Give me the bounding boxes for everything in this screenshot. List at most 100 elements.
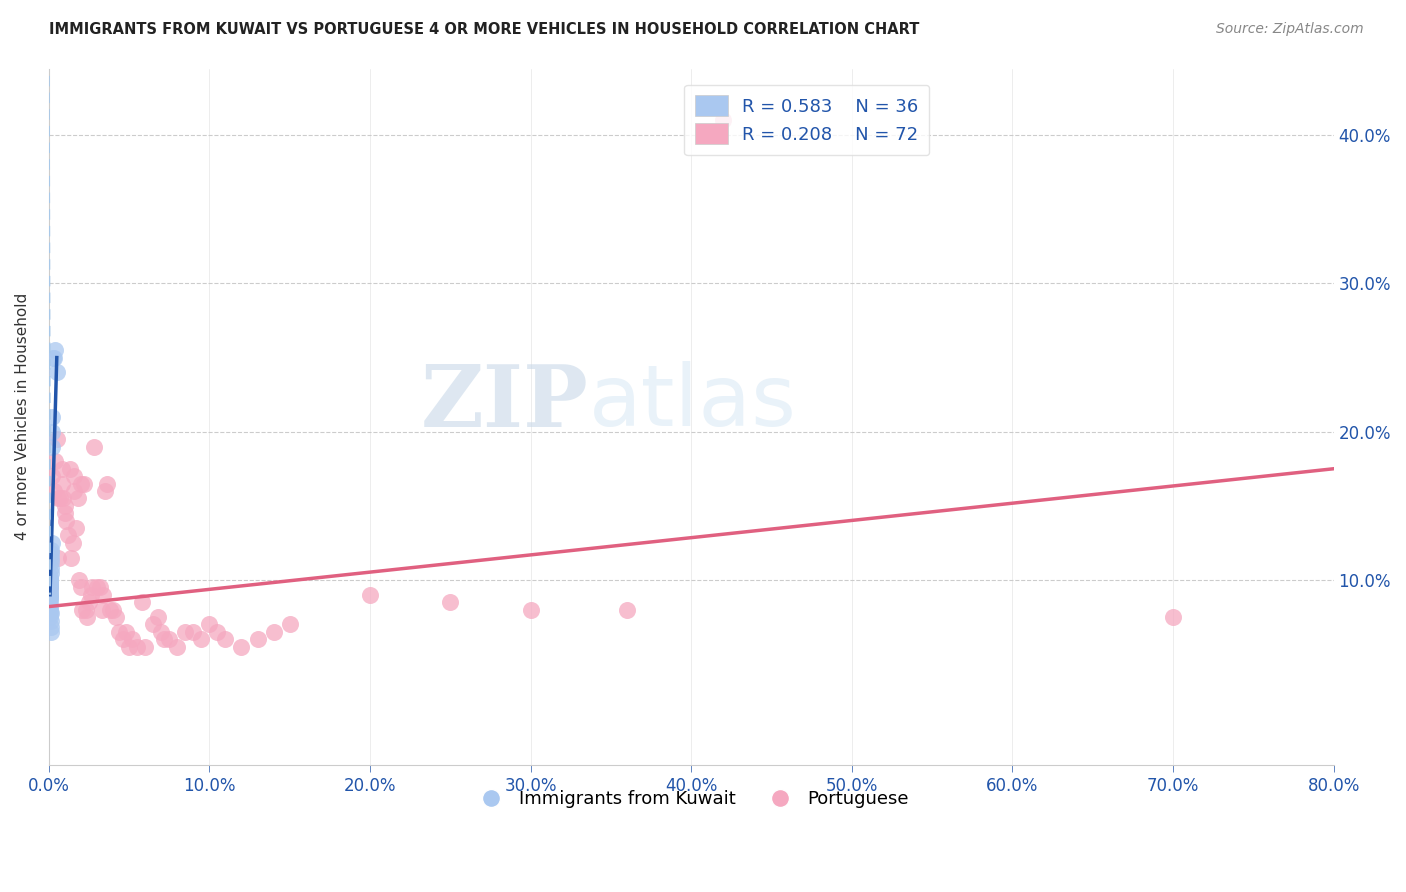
Point bbox=[42, 351, 65, 365]
Point bbox=[70, 580, 93, 594]
Point bbox=[45, 365, 67, 379]
Point bbox=[38, 591, 60, 605]
Point bbox=[153, 632, 176, 647]
Point bbox=[63, 469, 86, 483]
Point bbox=[60, 550, 83, 565]
Text: atlas: atlas bbox=[588, 361, 796, 444]
Point bbox=[98, 602, 121, 616]
Point bbox=[181, 624, 204, 639]
Point bbox=[111, 632, 134, 647]
Point bbox=[51, 461, 73, 475]
Point bbox=[72, 602, 94, 616]
Point bbox=[41, 409, 63, 424]
Point bbox=[278, 617, 301, 632]
Point bbox=[616, 602, 638, 616]
Point bbox=[39, 620, 62, 634]
Text: IMMIGRANTS FROM KUWAIT VS PORTUGUESE 4 OR MORE VEHICLES IN HOUSEHOLD CORRELATION: IMMIGRANTS FROM KUWAIT VS PORTUGUESE 4 O… bbox=[49, 22, 920, 37]
Point bbox=[51, 476, 73, 491]
Point bbox=[41, 546, 63, 560]
Text: Source: ZipAtlas.com: Source: ZipAtlas.com bbox=[1216, 22, 1364, 37]
Point bbox=[439, 595, 461, 609]
Point bbox=[39, 580, 62, 594]
Point bbox=[55, 514, 77, 528]
Point bbox=[146, 610, 169, 624]
Point bbox=[39, 606, 62, 620]
Point bbox=[89, 580, 111, 594]
Point bbox=[63, 483, 86, 498]
Point bbox=[41, 440, 63, 454]
Point bbox=[39, 575, 62, 590]
Point bbox=[59, 461, 82, 475]
Point bbox=[1161, 610, 1184, 624]
Point bbox=[45, 432, 67, 446]
Point bbox=[115, 624, 138, 639]
Point bbox=[263, 624, 285, 639]
Point bbox=[52, 491, 75, 506]
Point bbox=[38, 577, 60, 591]
Point bbox=[42, 351, 65, 365]
Point bbox=[48, 491, 70, 506]
Point bbox=[39, 591, 62, 605]
Point bbox=[41, 425, 63, 439]
Point bbox=[76, 610, 98, 624]
Point bbox=[246, 632, 269, 647]
Point bbox=[41, 536, 63, 550]
Point bbox=[108, 624, 131, 639]
Point bbox=[157, 632, 180, 647]
Point bbox=[86, 580, 108, 594]
Point bbox=[56, 528, 79, 542]
Point bbox=[44, 343, 66, 358]
Point bbox=[62, 536, 84, 550]
Point bbox=[105, 610, 128, 624]
Y-axis label: 4 or more Vehicles in Household: 4 or more Vehicles in Household bbox=[15, 293, 30, 541]
Point bbox=[82, 580, 104, 594]
Point bbox=[39, 561, 62, 575]
Point bbox=[190, 632, 212, 647]
Point bbox=[121, 632, 143, 647]
Point bbox=[48, 550, 70, 565]
Point bbox=[101, 602, 124, 616]
Point bbox=[39, 599, 62, 614]
Point bbox=[38, 583, 60, 598]
Point bbox=[75, 602, 97, 616]
Point bbox=[49, 491, 72, 506]
Point bbox=[39, 566, 62, 580]
Point bbox=[73, 476, 96, 491]
Point bbox=[38, 602, 60, 616]
Point bbox=[38, 588, 60, 602]
Point bbox=[519, 602, 541, 616]
Point bbox=[174, 624, 197, 639]
Point bbox=[39, 555, 62, 569]
Point bbox=[39, 624, 62, 639]
Point bbox=[134, 640, 156, 654]
Point bbox=[77, 595, 100, 609]
Point bbox=[90, 602, 112, 616]
Point bbox=[53, 499, 76, 513]
Point bbox=[39, 615, 62, 629]
Point bbox=[65, 521, 87, 535]
Point bbox=[38, 580, 60, 594]
Point bbox=[198, 617, 221, 632]
Point bbox=[39, 573, 62, 587]
Point bbox=[127, 640, 149, 654]
Point bbox=[39, 550, 62, 565]
Text: ZIP: ZIP bbox=[420, 361, 588, 445]
Point bbox=[42, 483, 65, 498]
Point bbox=[150, 624, 173, 639]
Point bbox=[94, 483, 117, 498]
Point bbox=[207, 624, 229, 639]
Point bbox=[39, 610, 62, 624]
Point bbox=[142, 617, 165, 632]
Point bbox=[38, 573, 60, 587]
Point bbox=[231, 640, 253, 654]
Point bbox=[214, 632, 236, 647]
Point bbox=[53, 506, 76, 520]
Point bbox=[96, 476, 118, 491]
Point bbox=[359, 588, 381, 602]
Point bbox=[711, 113, 734, 128]
Point bbox=[93, 588, 115, 602]
Point bbox=[166, 640, 188, 654]
Point bbox=[67, 573, 90, 587]
Point bbox=[83, 440, 105, 454]
Point bbox=[41, 469, 63, 483]
